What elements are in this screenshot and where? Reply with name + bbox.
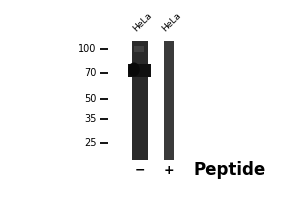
Text: Peptide: Peptide [193, 161, 266, 179]
Text: +: + [164, 164, 174, 177]
Bar [132, 41, 148, 160]
Text: 25: 25 [84, 138, 97, 148]
Text: 100: 100 [78, 44, 97, 54]
Bar [164, 41, 173, 160]
Ellipse shape [128, 62, 140, 76]
Text: 70: 70 [84, 68, 97, 78]
Text: HeLa: HeLa [131, 11, 154, 33]
Bar [128, 64, 152, 77]
Bar [134, 46, 144, 52]
Bar [132, 38, 148, 41]
Text: 50: 50 [84, 94, 97, 104]
Text: 35: 35 [84, 114, 97, 124]
Text: HeLa: HeLa [160, 11, 183, 33]
Text: −: − [135, 164, 145, 177]
Bar [148, 41, 164, 160]
